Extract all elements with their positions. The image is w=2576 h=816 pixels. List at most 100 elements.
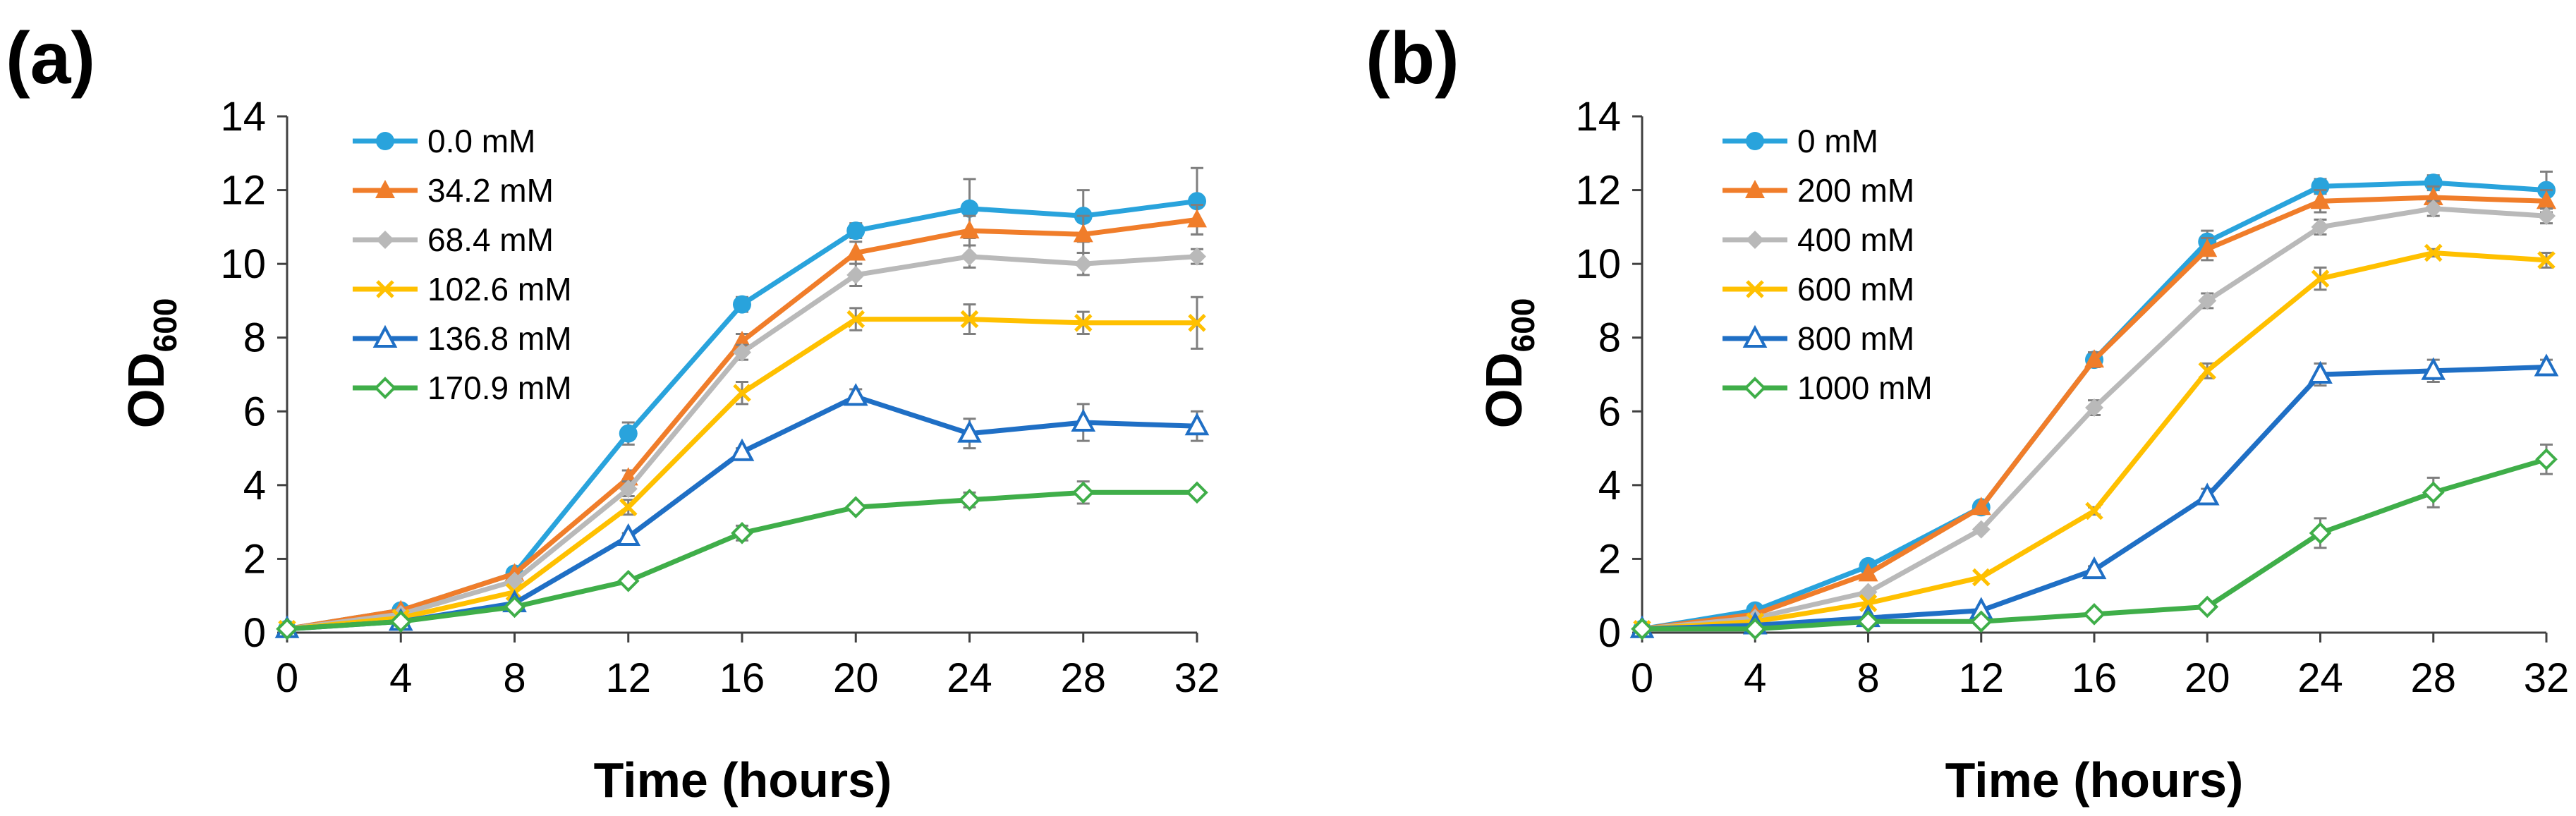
panel-a-y-tick-label: 8 bbox=[243, 315, 266, 361]
panel-a-data-point bbox=[733, 384, 751, 402]
panel-b-y-axis-title-subscript: 600 bbox=[1505, 298, 1541, 353]
panel-b-data-point bbox=[2082, 556, 2107, 580]
panel-b-data-point bbox=[2311, 217, 2330, 236]
panel-a-x-tick-label: 12 bbox=[605, 655, 651, 701]
panel-b-data-point bbox=[2085, 398, 2103, 418]
panel-a-x-tick-label: 24 bbox=[947, 655, 992, 701]
panel-a-data-point bbox=[733, 343, 751, 362]
panel-b-data-point bbox=[2422, 481, 2445, 504]
panel-b-data-point bbox=[2310, 190, 2331, 209]
panel-a-data-point bbox=[960, 199, 979, 218]
panel-a-legend-entry: 102.6 mM bbox=[353, 271, 572, 307]
panel-b-data-point bbox=[1972, 520, 1991, 539]
panel-b-legend-marker bbox=[1745, 180, 1765, 198]
panel-b-series-3 bbox=[1633, 199, 2556, 638]
panel-a-x-tick-label: 28 bbox=[1060, 655, 1106, 701]
panel-a-y-axis-title-main: OD bbox=[119, 352, 175, 428]
panel-b-legend-entry: 800 mM bbox=[1723, 320, 1914, 357]
panel-b-legend-label: 400 mM bbox=[1797, 221, 1914, 258]
panel-b-y-tick-label: 6 bbox=[1598, 389, 1621, 434]
panel-a-legend-marker bbox=[376, 231, 394, 249]
panel-b-x-tick-label: 12 bbox=[1958, 655, 2004, 701]
panel-a-data-point bbox=[729, 438, 755, 461]
panel-a-y-axis-title-subscript: 600 bbox=[147, 298, 183, 353]
panel-a-legend-marker bbox=[376, 132, 394, 150]
panel-b-data-point bbox=[1972, 568, 1991, 587]
panel-a-legend-marker bbox=[372, 324, 398, 348]
panel-b-data-point bbox=[2196, 595, 2219, 619]
panel-b-y-tick-label: 14 bbox=[1575, 94, 1621, 140]
panel-a-x-tick-label: 8 bbox=[503, 655, 525, 701]
panel-a-data-point bbox=[1187, 209, 1207, 228]
panel-a-legend: 0.0 mM 34.2 mM 68.4 mM 102.6 mM 136.8 mM 170.… bbox=[353, 123, 572, 406]
panel-b-data-point bbox=[1858, 563, 1878, 582]
panel-b-data-point bbox=[1744, 617, 1767, 640]
panel-b-legend-label: 200 mM bbox=[1797, 172, 1914, 209]
panel-a-data-point bbox=[619, 498, 638, 516]
panel-b-y-tick-label: 2 bbox=[1598, 536, 1621, 582]
panel-a-data-point bbox=[846, 265, 865, 284]
panel-b-data-point bbox=[2083, 603, 2106, 626]
panel-b-data-point bbox=[2194, 482, 2220, 506]
panel-b-y-tick-label: 8 bbox=[1598, 315, 1621, 361]
panel-a-legend-marker bbox=[375, 180, 395, 198]
panel-b-data-point bbox=[1969, 610, 1993, 633]
panel-b-legend: 0 mM 200 mM 400 mM 600 mM 800 mM 1000 mM bbox=[1723, 123, 1933, 406]
panel-a-x-tick-label: 32 bbox=[1174, 655, 1220, 701]
panel-b-data-point bbox=[2197, 238, 2218, 257]
panel-b-x-tick-label: 4 bbox=[1744, 655, 1766, 701]
panel-a-x-tick-label: 0 bbox=[276, 655, 298, 701]
panel-a-data-point bbox=[844, 496, 868, 519]
panel-b-series-4 bbox=[1633, 243, 2556, 638]
panel-b-x-tick-label: 28 bbox=[2410, 655, 2456, 701]
panel-b-y-tick-label: 10 bbox=[1575, 241, 1621, 287]
panel-b-data-point bbox=[2084, 349, 2104, 368]
panel-b-data-point bbox=[2421, 357, 2446, 380]
panel-a-legend-label: 102.6 mM bbox=[427, 271, 572, 307]
panel-b-legend-label: 600 mM bbox=[1797, 271, 1914, 307]
panel-b-legend-marker bbox=[1742, 324, 1768, 348]
panel-a-data-point bbox=[1074, 255, 1093, 274]
panel-b-x-axis-title: Time (hours) bbox=[1945, 753, 2244, 808]
panel-a-legend-entry: 170.9 mM bbox=[353, 370, 572, 406]
panel-b-data-point bbox=[2311, 269, 2330, 288]
panel-a-legend-entry: 136.8 mM bbox=[353, 320, 572, 357]
panel-a-legend-label: 0.0 mM bbox=[427, 123, 535, 159]
panel-a-data-point bbox=[1188, 247, 1206, 266]
panel-b-data-point bbox=[2537, 251, 2556, 269]
panel-b-data-point bbox=[1859, 594, 1878, 612]
panel-a-y-tick-label: 4 bbox=[243, 463, 266, 509]
panel-a-y-axis-title: OD600 bbox=[119, 298, 183, 429]
panel-b-data-point bbox=[2308, 360, 2333, 384]
panel-b-y-axis-title-main: OD bbox=[1476, 352, 1533, 428]
panel-b-x-tick-label: 8 bbox=[1857, 655, 1879, 701]
panel-a-data-point bbox=[733, 295, 751, 314]
panel-a-data-point bbox=[619, 480, 638, 499]
panel-b-data-point bbox=[2535, 448, 2558, 471]
panel-a-data-point bbox=[1186, 481, 1208, 504]
panel-b-legend-label: 800 mM bbox=[1797, 320, 1914, 357]
panel-b-legend-entry: 1000 mM bbox=[1723, 370, 1933, 406]
panel-a-data-point bbox=[1074, 314, 1093, 332]
panel-a-y-tick-label: 6 bbox=[243, 389, 266, 434]
panel-b-data-point bbox=[1971, 497, 1991, 516]
panel-a-x-axis-title: Time (hours) bbox=[594, 753, 892, 808]
panel-b-data-point bbox=[2536, 190, 2556, 209]
panel-a-data-point bbox=[503, 595, 526, 619]
panel-a-legend-label: 34.2 mM bbox=[427, 172, 554, 209]
panel-b-x-tick-label: 0 bbox=[1631, 655, 1653, 701]
panel-a-legend-marker bbox=[376, 280, 394, 298]
panel-a-data-point bbox=[960, 247, 979, 266]
panel-a-y-tick-label: 0 bbox=[243, 610, 266, 656]
panel-b-x-tick-label: 24 bbox=[2297, 655, 2343, 701]
panel-a-data-point bbox=[276, 617, 298, 640]
panel-a-data-point bbox=[619, 424, 638, 443]
panel-b-y-tick-label: 0 bbox=[1598, 610, 1621, 656]
panel-a-data-point bbox=[843, 383, 868, 406]
panel-b-y-axis-title: OD600 bbox=[1476, 298, 1541, 429]
panel-a-data-point bbox=[960, 310, 979, 329]
panel-b-label: (b) bbox=[1366, 18, 1459, 99]
panel-a-data-point bbox=[958, 488, 981, 511]
